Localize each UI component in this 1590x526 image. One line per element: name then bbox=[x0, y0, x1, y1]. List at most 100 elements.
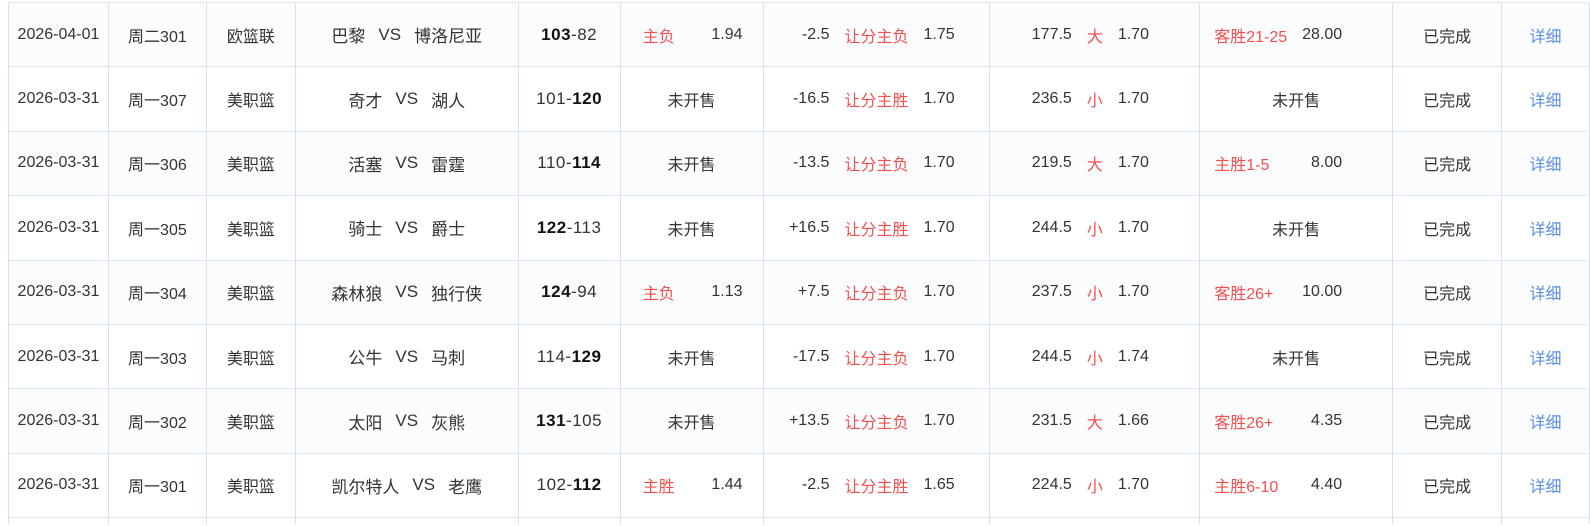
spread-handicap-value: +13.5 bbox=[788, 412, 830, 430]
teams-cell: 公牛 VS 马刺 bbox=[296, 324, 519, 389]
detail-link[interactable]: 详细 bbox=[1529, 93, 1562, 111]
vs-label: VS bbox=[395, 217, 419, 237]
spread-handicap-value: -16.5 bbox=[792, 90, 830, 108]
total-points-line: 236.5 bbox=[1031, 90, 1072, 108]
winlose-odds-value: 1.94 bbox=[711, 25, 743, 43]
detail-link[interactable]: 详细 bbox=[1529, 286, 1562, 304]
detail-link[interactable]: 详细 bbox=[1529, 28, 1562, 46]
match-date: 2026-03-31 bbox=[9, 67, 109, 131]
winlose-odds-cell: 未开售 bbox=[621, 389, 764, 453]
spread-odds-value: 1.70 bbox=[923, 154, 955, 172]
detail-cell: 详细 bbox=[1502, 260, 1590, 324]
spread-result-label: 让分主胜 bbox=[844, 93, 909, 111]
home-team: 公牛 bbox=[348, 349, 383, 369]
detail-link[interactable]: 详细 bbox=[1529, 415, 1562, 433]
match-status: 已完成 bbox=[1393, 196, 1503, 260]
final-score-cell: 103-82 bbox=[519, 3, 621, 67]
win-margin-odds: 4.40 bbox=[1310, 476, 1343, 494]
match-date: 2026-04-01 bbox=[9, 3, 109, 67]
not-on-sale-label: 未开售 bbox=[667, 415, 716, 433]
winlose-odds-value: 1.13 bbox=[711, 283, 743, 301]
spread-odds-value: 1.70 bbox=[923, 347, 955, 365]
total-points-line: 244.5 bbox=[1031, 347, 1072, 365]
league-name: 美职篮 bbox=[207, 389, 296, 453]
match-number bbox=[109, 518, 207, 525]
detail-link[interactable]: 详细 bbox=[1529, 479, 1562, 497]
total-odds-value: 1.70 bbox=[1117, 25, 1149, 43]
total-points-cell: 177.5 大 1.70 bbox=[990, 3, 1201, 67]
win-margin-cell: 未开售 bbox=[1200, 67, 1394, 131]
over-under-label: 大 bbox=[1086, 157, 1103, 175]
win-margin-label: 客胜21-25 bbox=[1214, 28, 1288, 46]
total-odds-value: 1.70 bbox=[1117, 154, 1149, 172]
over-under-label: 小 bbox=[1086, 479, 1103, 497]
league-name: 美职篮 bbox=[207, 196, 296, 260]
home-team: 奇才 bbox=[348, 91, 383, 111]
not-on-sale-label: 未开售 bbox=[1272, 221, 1321, 239]
away-score: 114 bbox=[572, 153, 601, 173]
spread-result-label: 让分主负 bbox=[844, 157, 909, 175]
win-margin-label: 客胜26+ bbox=[1214, 286, 1274, 304]
final-score-cell: 102-112 bbox=[519, 453, 621, 518]
home-team: 森林狼 bbox=[331, 284, 383, 304]
total-odds-value: 1.74 bbox=[1117, 347, 1149, 365]
winlose-odds-cell: 主胜 1.44 bbox=[621, 453, 764, 518]
spread-result-label: 让分主胜 bbox=[844, 221, 909, 239]
teams-cell: 活塞 VS 雷霆 bbox=[296, 131, 519, 196]
away-score: 105 bbox=[572, 411, 603, 431]
match-number: 周一305 bbox=[109, 196, 207, 260]
not-on-sale-label: 未开售 bbox=[667, 157, 716, 175]
win-margin-cell: 主胜1-5 8.00 bbox=[1200, 131, 1394, 196]
match-row: 2026-03-31 周一304 美职篮 森林狼 VS 独行侠 124-94 主… bbox=[8, 260, 1590, 325]
vs-label: VS bbox=[395, 153, 419, 173]
score-separator: - bbox=[566, 475, 573, 495]
winlose-odds-cell: 未开售 bbox=[621, 67, 764, 131]
over-under-label: 小 bbox=[1086, 221, 1103, 239]
detail-link[interactable]: 详细 bbox=[1529, 221, 1562, 239]
away-team: 湖人 bbox=[431, 91, 466, 111]
final-score-cell: 122-113 bbox=[519, 196, 621, 260]
spread-odds-value: 1.70 bbox=[923, 218, 955, 236]
total-points-line: 177.5 bbox=[1031, 25, 1072, 43]
match-status: 已完成 bbox=[1393, 453, 1503, 518]
total-points-cell: 244.5 小 1.70 bbox=[990, 196, 1201, 260]
match-date: 2026-03-31 bbox=[9, 324, 109, 389]
win-margin-label: 主胜6-10 bbox=[1214, 479, 1279, 497]
partial-next-row bbox=[8, 518, 1590, 525]
detail-cell: 详细 bbox=[1502, 131, 1590, 196]
match-date: 2026-03-31 bbox=[9, 453, 109, 518]
total-points-cell: 231.5 大 1.66 bbox=[990, 389, 1201, 453]
total-points-line: 219.5 bbox=[1031, 154, 1072, 172]
match-status: 已完成 bbox=[1393, 131, 1503, 196]
league-name: 美职篮 bbox=[207, 131, 296, 196]
away-team: 灰熊 bbox=[431, 413, 466, 433]
match-number: 周二301 bbox=[109, 3, 207, 67]
detail-link[interactable]: 详细 bbox=[1529, 350, 1562, 368]
winlose-odds-cell: 未开售 bbox=[621, 131, 764, 196]
point-spread-cell bbox=[764, 518, 991, 525]
point-spread-cell: -2.5 让分主负 1.75 bbox=[764, 3, 991, 67]
spread-result-label: 让分主负 bbox=[844, 286, 909, 304]
win-margin-odds: 8.00 bbox=[1310, 154, 1343, 172]
home-score: 102 bbox=[536, 475, 567, 495]
score-separator: - bbox=[571, 282, 578, 302]
home-score: 101 bbox=[536, 89, 567, 109]
match-row: 2026-04-01 周二301 欧篮联 巴黎 VS 博洛尼亚 103-82 主… bbox=[8, 3, 1590, 68]
spread-handicap-value: -2.5 bbox=[801, 476, 830, 494]
total-points-cell: 236.5 小 1.70 bbox=[990, 67, 1201, 131]
home-score: 124 bbox=[541, 282, 572, 302]
detail-link[interactable]: 详细 bbox=[1529, 157, 1562, 175]
match-number: 周一307 bbox=[109, 67, 207, 131]
win-margin-odds: 28.00 bbox=[1302, 25, 1343, 43]
home-score: 131 bbox=[536, 411, 567, 431]
score-separator: - bbox=[565, 153, 573, 173]
league-name: 美职篮 bbox=[207, 67, 296, 131]
win-margin-cell: 未开售 bbox=[1200, 196, 1394, 260]
match-date: 2026-03-31 bbox=[9, 131, 109, 196]
match-number: 周一304 bbox=[109, 260, 207, 324]
winlose-result-label: 主负 bbox=[642, 28, 675, 46]
over-under-label: 大 bbox=[1086, 28, 1103, 46]
total-points-line: 237.5 bbox=[1031, 283, 1072, 301]
win-margin-odds: 4.35 bbox=[1310, 412, 1343, 430]
total-points-cell bbox=[990, 518, 1201, 525]
